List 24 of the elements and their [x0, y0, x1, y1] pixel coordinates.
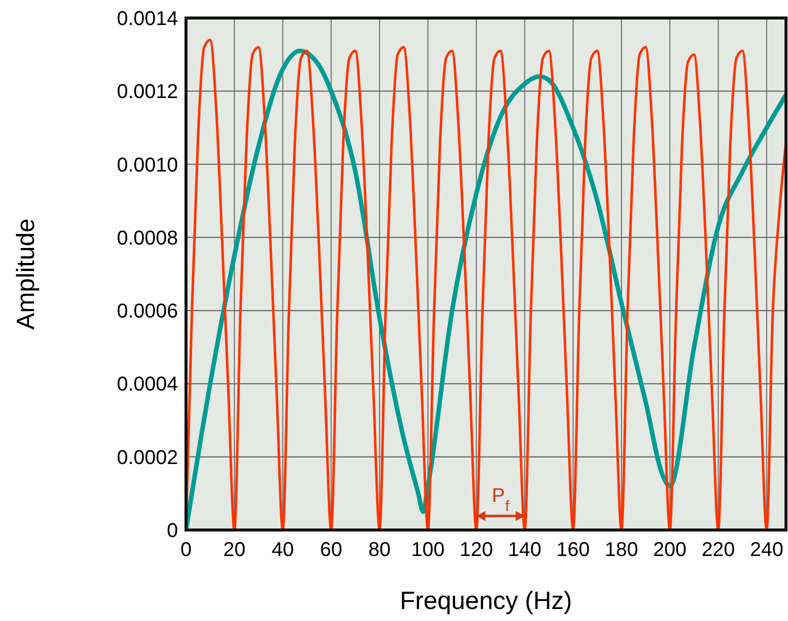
x-tick-label: 240	[750, 539, 784, 561]
x-tick-label: 20	[223, 539, 246, 561]
x-tick-label: 0	[180, 539, 192, 561]
x-tick-label: 40	[272, 539, 294, 561]
x-tick-label: 200	[653, 539, 687, 561]
y-tick-label: 0.0002	[116, 446, 178, 469]
x-axis-title: Frequency (Hz)	[400, 587, 572, 615]
y-tick-label: 0	[166, 520, 178, 542]
y-axis-title: Amplitude	[12, 218, 40, 330]
y-tick-label: 0.0010	[116, 154, 178, 176]
annotation: P$_{f}$	[492, 485, 510, 514]
x-tick-label: 220	[702, 539, 735, 561]
x-tick-label: 180	[604, 539, 638, 561]
y-tick-label: 0.0008	[116, 227, 178, 250]
y-tick-label: 0.0014	[116, 8, 178, 30]
y-tick-label: 0.0004	[116, 374, 178, 396]
x-tick-label: 140	[508, 539, 542, 561]
x-tick-label: 160	[556, 539, 590, 561]
y-tick-label: 0.0012	[116, 81, 178, 104]
x-tick-label: 80	[368, 539, 391, 561]
y-tick-label: 0.0006	[116, 300, 178, 323]
x-tick-label: 100	[411, 539, 445, 561]
x-tick-label: 60	[320, 539, 342, 561]
x-tick-label: 120	[460, 539, 494, 561]
